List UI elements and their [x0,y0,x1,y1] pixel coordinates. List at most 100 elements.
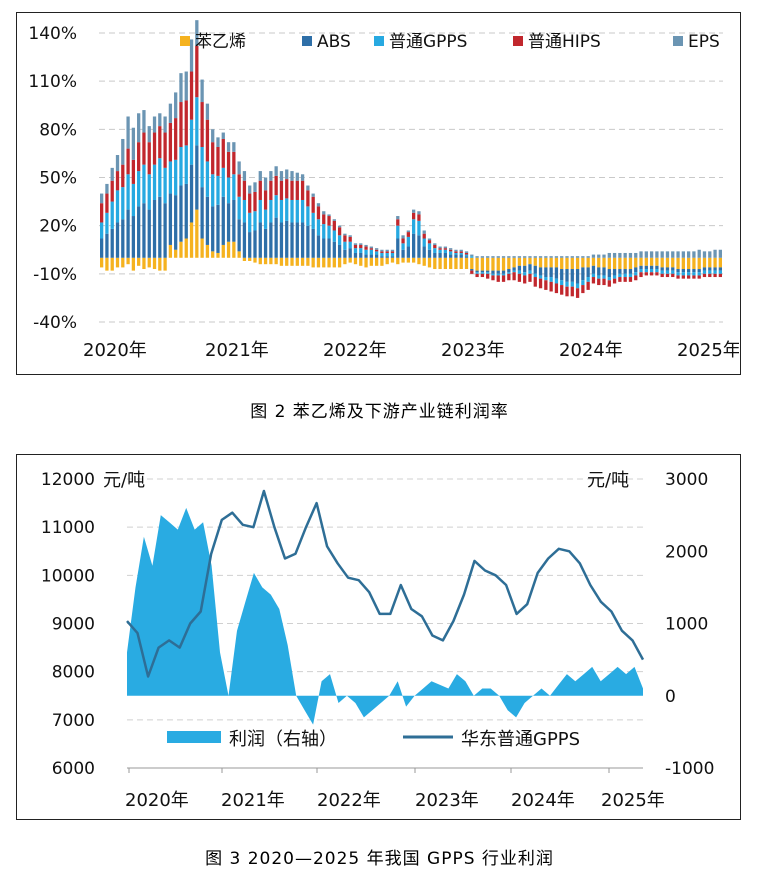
bar-segment [237,161,241,175]
bar-segment [612,252,617,258]
bar-segment [507,269,511,273]
bar-segment [523,275,527,284]
bar-segment [322,257,326,268]
bar-segment [221,244,225,258]
bar-segment [142,164,146,204]
y-tick-label: 140% [28,24,77,44]
bar-segment [353,243,358,245]
bar-segment [697,272,701,276]
bar-segment [295,257,299,266]
bar-segment [697,257,701,270]
bar-segment [316,203,321,207]
bar-segment [242,199,247,223]
bar-segment [560,256,564,258]
bar-segment [179,241,183,258]
bar-segment [258,222,262,258]
bar-segment [708,273,712,278]
bar-segment [131,127,136,160]
bar-segment [491,273,495,276]
bar-segment [121,219,125,258]
figure-3-caption: 图 3 2020—2025 年我国 GPPS 行业利润 [205,849,554,869]
bar-segment [443,257,448,270]
bar-segment [269,222,273,258]
bar-segment [200,146,204,188]
bar-segment [412,212,416,220]
bar-segment [242,257,247,261]
bar-segment [602,257,606,268]
bar-segment [581,285,585,294]
bar-segment [327,257,331,268]
bar-segment [412,219,416,234]
bar-segment [612,257,617,270]
bar-segment [501,256,506,258]
bar-segment [226,241,231,258]
legend-swatch [513,36,523,46]
bar-segment [311,212,315,229]
bar-segment [364,246,368,250]
right-y-tick-label: -1000 [665,759,714,779]
bar-segment [607,280,611,287]
bar-segment [179,73,183,103]
bar-segment [644,265,648,270]
bar-segment [168,122,173,162]
bar-segment [337,235,342,245]
bar-segment [353,244,358,249]
bar-segment [438,252,442,258]
bar-segment [126,148,130,175]
bar-segment [459,257,463,270]
bar-segment [195,20,199,46]
bar-segment [163,203,167,258]
bar-segment [343,241,347,250]
bar-segment [538,257,543,268]
bar-segment [512,270,516,273]
bar-segment [226,142,231,152]
bar-segment [226,151,231,178]
bar-segment [517,256,522,258]
bar-segment [142,203,146,258]
bar-segment [655,269,659,273]
bar-segment [380,257,384,266]
bar-segment [121,187,125,220]
bar-segment [692,257,696,270]
bar-segment [327,238,331,258]
bar-segment [211,251,215,258]
bar-segment [274,217,278,258]
bar-segment [179,185,183,242]
bar-segment [237,219,241,252]
bar-segment [126,209,130,258]
legend-swatch-area [167,731,221,743]
bar-segment [417,235,421,258]
bar-segment [137,142,141,172]
bar-segment [597,275,601,279]
bar-segment [501,275,506,282]
bar-segment [427,240,432,244]
bar-segment [496,256,500,258]
bar-segment [327,225,331,239]
bar-segment [274,257,278,265]
bar-segment [475,273,479,278]
bar-segment [115,222,120,258]
bar-segment [110,228,114,258]
bar-segment [575,257,580,270]
bar-segment [538,256,543,258]
bar-segment [655,251,659,258]
bar-segment [486,257,490,271]
bar-segment [544,280,548,290]
bar-segment [142,110,146,133]
bar-segment [179,146,183,186]
bar-segment [232,199,236,242]
bar-segment [390,252,395,257]
bar-segment [713,267,717,271]
bar-segment [152,257,157,270]
bar-segment [110,167,114,181]
bar-segment [639,272,643,278]
bar-segment [105,233,109,258]
bar-segment [152,199,157,258]
bar-segment [163,132,167,168]
bar-segment [158,158,162,197]
bar-segment [676,272,680,276]
bar-segment [665,273,670,278]
left-y-tick-label: 7000 [52,711,95,731]
bar-segment [618,277,622,282]
bar-segment [427,249,432,258]
